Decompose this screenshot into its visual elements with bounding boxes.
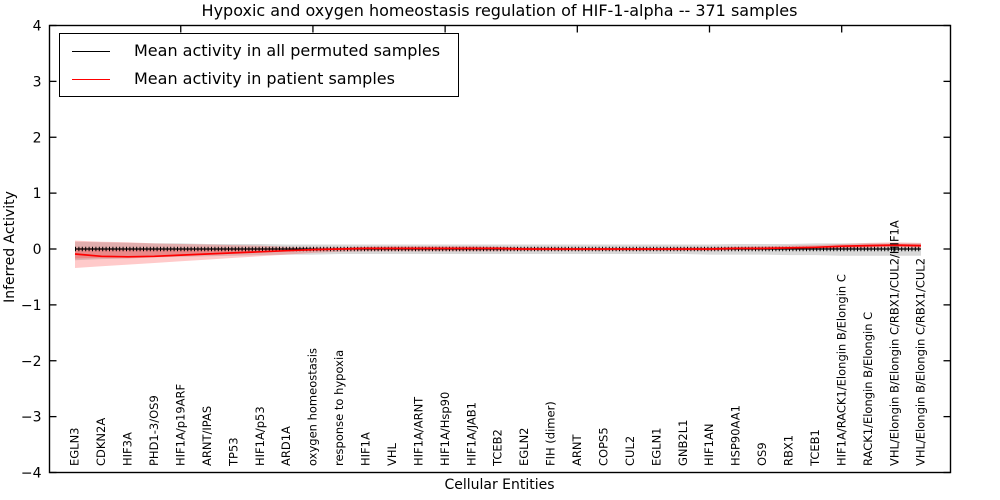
- legend-label-permuted: Mean activity in all permuted samples: [134, 41, 441, 60]
- y-tick-label: 0: [33, 242, 42, 258]
- entity-tick-label: HIF1A/Hsp90: [438, 392, 452, 466]
- entity-tick-label: EGLN3: [68, 427, 82, 466]
- y-tick-label: −4: [21, 466, 42, 482]
- entity-tick-label: TP53: [226, 437, 240, 467]
- patient-mean-line: [74, 244, 922, 258]
- entity-tick-label: HIF1A/JAB1: [464, 402, 478, 466]
- legend-item-permuted: Mean activity in all permuted samples: [72, 41, 440, 61]
- entity-tick-label: ARNT: [570, 434, 584, 466]
- x-axis-label: Cellular Entities: [444, 477, 555, 493]
- entity-tick-label: OS9: [755, 442, 769, 466]
- y-tick-label: 4: [33, 19, 42, 35]
- legend-item-patient: Mean activity in patient samples: [72, 69, 440, 89]
- permuted-std-band: [75, 241, 921, 261]
- patient-std-band-inner: [75, 244, 921, 259]
- entity-tick-label: RBX1: [781, 435, 795, 466]
- entity-tick-label: ARNT/IPAS: [200, 406, 214, 466]
- entity-tick-label: HIF3A: [121, 432, 135, 466]
- entity-tick-label: response to hypoxia: [332, 350, 346, 466]
- entity-tick-label: FIH (dimer): [544, 401, 558, 466]
- entity-tick-label: oxygen homeostasis: [306, 348, 320, 466]
- entity-tick-label: CUL2: [623, 436, 637, 466]
- entity-tick-label: EGLN1: [649, 427, 663, 466]
- chart-title: Hypoxic and oxygen homeostasis regulatio…: [201, 1, 798, 20]
- entity-tick-label: TCEB1: [808, 429, 822, 467]
- entity-tick-label: HIF1A: [358, 432, 372, 466]
- entity-tick-label: HIF1A/RACK1/Elongin B/Elongin C: [834, 274, 848, 466]
- entity-tick-label: VHL: [385, 442, 399, 466]
- entity-tick-label: HIF1A/p53: [253, 406, 267, 466]
- y-tick-label: −2: [21, 354, 42, 370]
- permuted-line-swatch-icon: [72, 50, 110, 52]
- y-tick-label: 3: [33, 74, 42, 90]
- patient-line-swatch-icon: [72, 78, 110, 80]
- entity-tick-label: HIF1A/p19ARF: [173, 384, 187, 466]
- legend-label-patient: Mean activity in patient samples: [134, 69, 395, 88]
- y-tick-label: 2: [33, 130, 42, 146]
- entity-tick-label: GNB2L1: [676, 420, 690, 466]
- legend: Mean activity in all permuted samples Me…: [59, 33, 460, 97]
- entity-tick-label: HIF1A/ARNT: [411, 396, 425, 466]
- y-axis-label: Inferred Activity: [2, 191, 18, 303]
- entity-tick-label: VHL/Elongin B/Elongin C/RBX1/CUL2: [914, 258, 928, 466]
- entity-tick-label: HIF1AN: [702, 424, 716, 466]
- entity-tick-label: RACK1/Elongin B/Elongin C: [861, 312, 875, 466]
- y-tick-label: 1: [33, 186, 42, 202]
- entity-tick-label: COPS5: [596, 427, 610, 466]
- entity-tick-label: HSP90AA1: [729, 405, 743, 466]
- entity-tick-label: CDKN2A: [94, 418, 108, 466]
- entity-tick-label: TCEB2: [491, 429, 505, 467]
- entity-tick-label: EGLN2: [517, 427, 531, 466]
- entity-tick-label: PHD1-3/OS9: [147, 395, 161, 466]
- y-tick-label: −3: [21, 410, 42, 426]
- y-tick-label: −1: [21, 298, 42, 314]
- entity-tick-label: ARD1A: [279, 426, 293, 466]
- entity-tick-label: VHL/Elongin B/Elongin C/RBX1/CUL2/HIF1A: [887, 220, 901, 466]
